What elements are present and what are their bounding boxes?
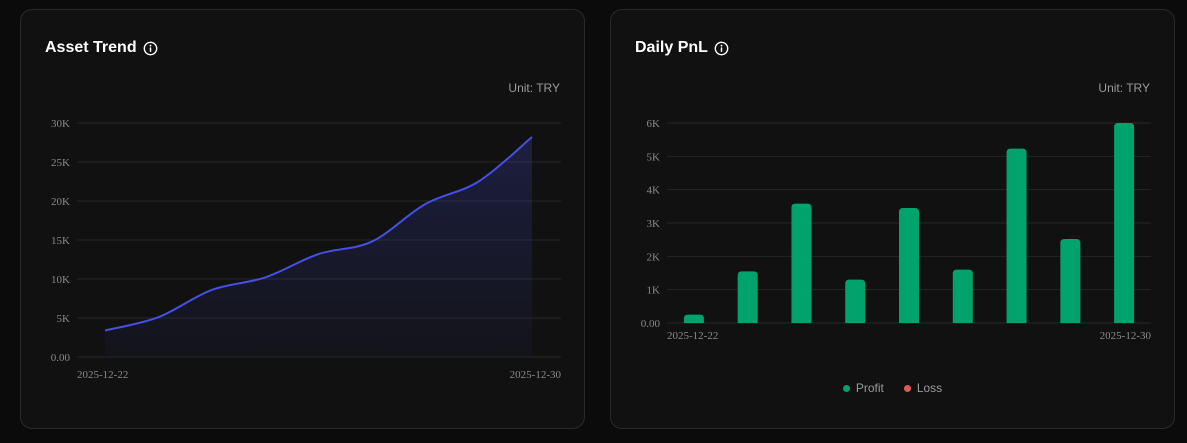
profit-dot-icon <box>842 384 850 392</box>
asset-data-point[interactable] <box>209 287 215 293</box>
asset-data-point[interactable] <box>422 201 428 207</box>
info-circle-icon[interactable] <box>714 41 729 56</box>
daily-pnl-title: Daily PnL <box>635 39 729 57</box>
asset-data-point[interactable] <box>369 239 375 245</box>
asset-data-point[interactable] <box>316 251 322 257</box>
y-tick-label: 15K <box>51 235 70 247</box>
asset-trend-title: Asset Trend <box>45 39 158 57</box>
pnl-bar[interactable] <box>1006 148 1027 323</box>
asset-data-point[interactable] <box>476 179 482 185</box>
legend-label-profit: Profit <box>855 381 884 395</box>
y-tick-label: 20K <box>51 196 70 208</box>
y-tick-label: 4K <box>647 185 661 197</box>
y-tick-label: 2K <box>647 251 661 263</box>
y-tick-label: 10K <box>51 274 70 286</box>
y-tick-label: 0.00 <box>51 352 71 364</box>
pnl-bar[interactable] <box>952 269 973 323</box>
pnl-bar[interactable] <box>845 279 866 323</box>
pnl-bar[interactable] <box>1060 239 1081 323</box>
legend-label-loss: Loss <box>916 381 943 395</box>
daily-pnl-card: Daily PnL Unit: TRY 0.00 1K 2K 3K 4K 5K 6K 2025… <box>610 9 1175 429</box>
y-tick-label: 1K <box>647 285 661 297</box>
x-tick-label: 2025-12-22 <box>667 330 718 342</box>
y-tick-label: 25K <box>51 157 70 169</box>
legend-item-profit[interactable]: Profit <box>842 381 884 395</box>
y-tick-label: 5K <box>57 313 71 325</box>
asset-data-point[interactable] <box>262 274 268 280</box>
info-circle-icon[interactable] <box>143 41 158 56</box>
pnl-legend: Profit Loss <box>611 381 1174 395</box>
pnl-bar[interactable] <box>791 203 812 323</box>
loss-dot-icon <box>903 384 911 392</box>
daily-pnl-title-text: Daily PnL <box>635 39 708 56</box>
y-tick-label: 6K <box>647 118 661 130</box>
asset-data-point[interactable] <box>102 327 108 333</box>
y-tick-label: 30K <box>51 118 70 130</box>
y-tick-label: 5K <box>647 151 661 163</box>
pnl-bar[interactable] <box>1114 123 1135 323</box>
pnl-bar[interactable] <box>899 208 919 323</box>
x-tick-label: 2025-12-30 <box>1100 330 1152 342</box>
y-tick-label: 0.00 <box>641 318 661 330</box>
asset-trend-card: Asset Trend Unit: TRY 0.00 5K 10K 15K 20K 25K… <box>20 9 585 429</box>
pnl-bar[interactable] <box>683 314 704 323</box>
x-tick-label: 2025-12-30 <box>510 369 562 381</box>
asset-line[interactable] <box>104 136 533 332</box>
asset-trend-chart: 0.00 5K 10K 15K 20K 25K 30K 2025-12-22 2025-12-3… <box>51 118 562 381</box>
x-tick-label: 2025-12-22 <box>77 369 128 381</box>
y-tick-label: 3K <box>647 218 661 230</box>
asset-data-point[interactable] <box>529 134 535 140</box>
legend-item-loss[interactable]: Loss <box>903 381 943 395</box>
daily-pnl-unit: Unit: TRY <box>1098 81 1150 95</box>
asset-area-fill <box>105 137 532 357</box>
pnl-bar[interactable] <box>737 271 758 323</box>
asset-trend-unit: Unit: TRY <box>508 81 560 95</box>
daily-pnl-chart: 0.00 1K 2K 3K 4K 5K 6K 2025-12-22 2025-12-30 <box>641 118 1152 342</box>
asset-data-point[interactable] <box>155 314 161 320</box>
asset-trend-title-text: Asset Trend <box>45 39 137 56</box>
